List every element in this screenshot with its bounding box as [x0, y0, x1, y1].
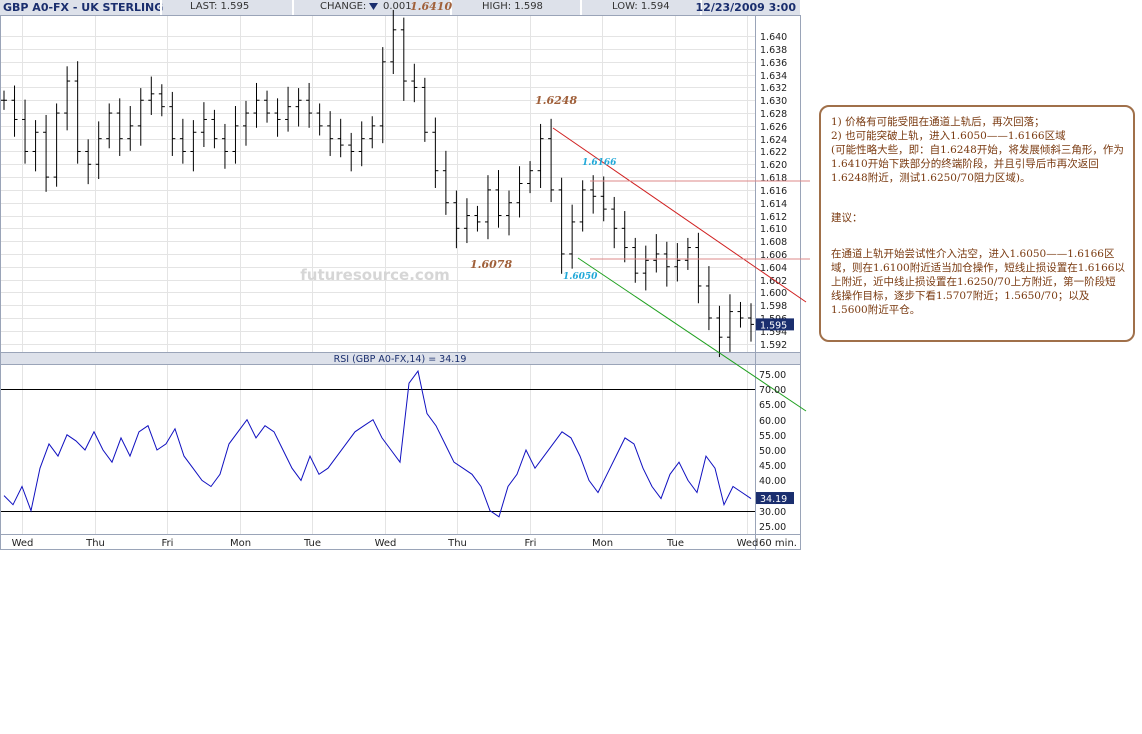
last-price: LAST: 1.595	[190, 1, 250, 12]
watermark: futuresource.com	[300, 266, 450, 284]
rsi-y-tick-label: 65.00	[759, 400, 786, 411]
rsi-y-tick-label: 25.00	[759, 522, 786, 533]
y-tick-label: 1.598	[760, 301, 787, 312]
change-value: 0.001	[383, 1, 412, 12]
header-divider	[450, 0, 452, 15]
y-tick-label: 1.604	[760, 263, 787, 274]
rsi-y-tick-label: 70.00	[759, 385, 786, 396]
analysis-note-box: 1) 价格有可能受阻在通道上轨后，再次回落； 2) 也可能突破上轨，进入1.60…	[819, 105, 1135, 342]
note-advice: 在通道上轨开始尝试性介入沽空，进入1.6050——1.6166区域，则在1.61…	[831, 248, 1125, 316]
rsi-y-tick-label: 75.00	[759, 370, 786, 381]
channel-upper-line	[552, 127, 807, 303]
current-price-box	[756, 318, 794, 331]
y-tick-label: 1.612	[760, 212, 787, 223]
rsi-y-tick-label: 55.00	[759, 431, 786, 442]
y-tick-label: 1.616	[760, 186, 787, 197]
y-tick-label: 1.628	[760, 109, 787, 120]
rsi-y-tick-label: 30.00	[759, 507, 786, 518]
y-tick-label: 1.594	[760, 327, 787, 338]
rsi-title: RSI (GBP A0-FX,14) = 34.19	[334, 354, 467, 365]
price-annotation: 1.6248	[535, 94, 577, 107]
chart-header: GBP A0-FX - UK STERLING LAST: 1.595 CHAN…	[0, 0, 800, 16]
x-tick-label: Mon	[230, 538, 251, 549]
interval-label: 60 min.	[759, 538, 797, 549]
low-price: LOW: 1.594	[612, 1, 670, 12]
price-panel	[0, 15, 801, 353]
note-line-1: 1) 价格有可能受阻在通道上轨后，再次回落；	[831, 116, 1045, 128]
x-tick-label: Wed	[737, 538, 759, 549]
change-label: CHANGE:	[320, 1, 367, 12]
price-chart: Wed Thu Fri Mon Tue Wed Thu Fri Mon Tue Wed 60 min.…	[0, 0, 810, 550]
y-tick-label: 1.626	[760, 122, 787, 133]
rsi-panel	[0, 364, 801, 535]
price-annotation: 1.6410	[410, 0, 452, 13]
y-tick-label: 1.602	[760, 276, 787, 287]
x-axis-bar	[0, 534, 801, 550]
y-tick-label: 1.600	[760, 288, 787, 299]
header-divider	[580, 0, 582, 15]
down-triangle-icon	[369, 3, 378, 14]
y-tick-label: 1.638	[760, 45, 787, 56]
timestamp: 12/23/2009 3:00	[695, 1, 796, 14]
price-annotation: 1.6078	[470, 258, 512, 271]
y-tick-label: 1.592	[760, 340, 787, 351]
price-annotation: 1.6050	[563, 272, 598, 282]
rsi-line	[3, 369, 752, 518]
rsi-value-box	[756, 492, 794, 505]
x-tick-label: Thu	[447, 538, 467, 549]
high-price: HIGH: 1.598	[482, 1, 543, 12]
current-price-label: 1.595	[760, 320, 787, 331]
y-tick-label: 1.610	[760, 224, 787, 235]
channel-lower-line	[577, 257, 807, 412]
x-tick-label: Thu	[85, 538, 105, 549]
x-tick-label: Tue	[666, 538, 684, 549]
note-line-3: (可能性略大些，即：自1.6248开始，将发展倾斜三角形，作为1.6410开始下…	[831, 144, 1124, 184]
y-tick-label: 1.614	[760, 199, 787, 210]
symbol-title: GBP A0-FX - UK STERLING	[3, 1, 164, 14]
rsi-value-label: 34.19	[760, 494, 787, 505]
header-divider	[700, 0, 702, 15]
y-tick-label: 1.634	[760, 71, 787, 82]
header-divider	[292, 0, 294, 15]
y-tick-label: 1.622	[760, 147, 787, 158]
y-tick-label: 1.608	[760, 237, 787, 248]
y-tick-label: 1.632	[760, 83, 787, 94]
price-annotation: 1.6166	[582, 158, 617, 168]
header-divider	[160, 0, 162, 15]
x-tick-label: Fri	[525, 538, 537, 549]
y-tick-label: 1.620	[760, 160, 787, 171]
y-tick-label: 1.618	[760, 173, 787, 184]
note-line-2: 2) 也可能突破上轨，进入1.6050——1.6166区域	[831, 130, 1066, 142]
x-tick-label: Wed	[12, 538, 34, 549]
note-heading: 建议：	[831, 212, 863, 224]
y-tick-label: 1.624	[760, 135, 787, 146]
x-tick-label: Fri	[162, 538, 174, 549]
y-tick-label: 1.636	[760, 58, 787, 69]
y-tick-label: 1.630	[760, 96, 787, 107]
rsi-y-tick-label: 40.00	[759, 476, 786, 487]
x-tick-label: Wed	[375, 538, 397, 549]
rsi-y-tick-label: 45.00	[759, 461, 786, 472]
rsi-y-tick-label: 50.00	[759, 446, 786, 457]
rsi-y-tick-label: 60.00	[759, 416, 786, 427]
x-tick-label: Mon	[592, 538, 613, 549]
y-tick-label: 1.640	[760, 32, 787, 43]
y-tick-label: 1.606	[760, 250, 787, 261]
x-tick-label: Tue	[303, 538, 321, 549]
